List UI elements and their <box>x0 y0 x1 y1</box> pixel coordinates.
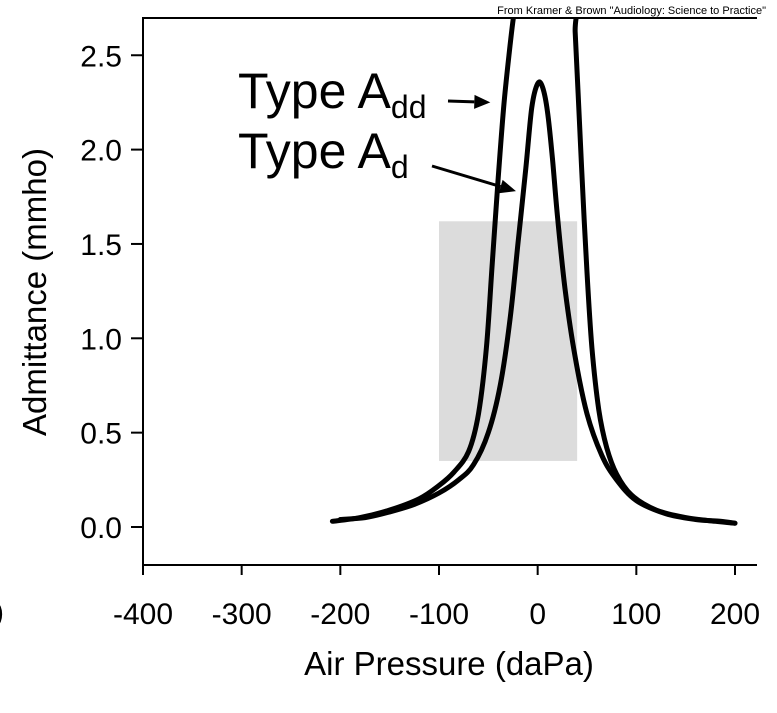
annot-type-add: Type Add <box>238 63 491 125</box>
x-tick-label: -100 <box>409 598 469 631</box>
annot-type-add-arrow-shaft <box>447 99 475 104</box>
series-line-type-add <box>329 18 738 526</box>
left-edge-fragment: ) <box>0 596 4 629</box>
annot-type-ad-arrow-shaft <box>431 164 502 188</box>
x-tick-label: -400 <box>113 598 173 631</box>
annot-type-ad-arrow-head <box>498 179 516 194</box>
annot-type-add-arrow-head <box>474 94 491 109</box>
x-tick-label: 0 <box>529 598 546 631</box>
annot-type-add-label: Type Add <box>238 63 426 125</box>
figure-credit: From Kramer & Brown "Audiology: Science … <box>497 5 766 17</box>
x-tick-label: 200 <box>710 598 760 631</box>
y-axis-title: Admittance (mmho) <box>16 148 53 436</box>
y-tick-label: 0.0 <box>80 512 122 545</box>
y-tick-label: 1.5 <box>80 229 122 262</box>
y-tick-label: 0.5 <box>80 418 122 451</box>
annot-type-ad: Type Ad <box>238 123 516 194</box>
annot-type-ad-label: Type Ad <box>238 123 409 185</box>
y-tick-label: 2.0 <box>80 135 122 168</box>
x-tick-label: 100 <box>611 598 661 631</box>
x-axis-title: Air Pressure (daPa) <box>304 645 594 682</box>
y-tick-label: 1.0 <box>80 323 122 356</box>
plot-frame <box>142 17 757 566</box>
series-line-type-ad <box>337 79 738 526</box>
x-tick-label: -200 <box>310 598 370 631</box>
x-tick-label: -300 <box>212 598 272 631</box>
y-tick-label: 2.5 <box>80 40 122 73</box>
